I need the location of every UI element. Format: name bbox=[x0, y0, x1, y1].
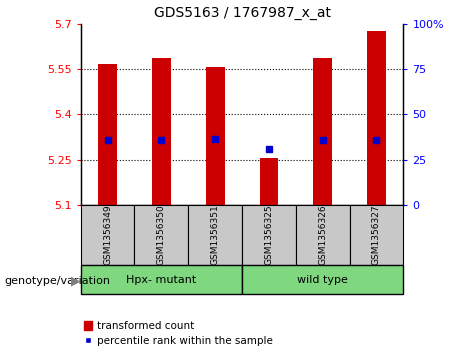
Text: GSM1356351: GSM1356351 bbox=[211, 205, 219, 265]
Bar bbox=[313, 58, 332, 205]
Text: GSM1356349: GSM1356349 bbox=[103, 205, 112, 265]
Text: GSM1356326: GSM1356326 bbox=[318, 205, 327, 265]
Text: ▶: ▶ bbox=[71, 275, 81, 288]
Legend: transformed count, percentile rank within the sample: transformed count, percentile rank withi… bbox=[83, 321, 273, 346]
Bar bbox=[135, 205, 188, 265]
Text: GSM1356327: GSM1356327 bbox=[372, 205, 381, 265]
Bar bbox=[260, 158, 278, 205]
Bar bbox=[349, 205, 403, 265]
Bar bbox=[188, 205, 242, 265]
Bar bbox=[242, 265, 403, 294]
Bar bbox=[242, 205, 296, 265]
Text: wild type: wild type bbox=[297, 274, 348, 285]
Bar bbox=[98, 64, 117, 205]
Text: genotype/variation: genotype/variation bbox=[5, 276, 111, 286]
Bar bbox=[296, 205, 349, 265]
Text: GSM1356325: GSM1356325 bbox=[265, 205, 273, 265]
Bar bbox=[152, 58, 171, 205]
Bar bbox=[206, 68, 225, 205]
Text: GSM1356350: GSM1356350 bbox=[157, 205, 166, 265]
Bar bbox=[81, 265, 242, 294]
Bar bbox=[367, 31, 386, 205]
Text: Hpx- mutant: Hpx- mutant bbox=[126, 274, 196, 285]
Bar bbox=[81, 205, 135, 265]
Title: GDS5163 / 1767987_x_at: GDS5163 / 1767987_x_at bbox=[154, 6, 331, 20]
